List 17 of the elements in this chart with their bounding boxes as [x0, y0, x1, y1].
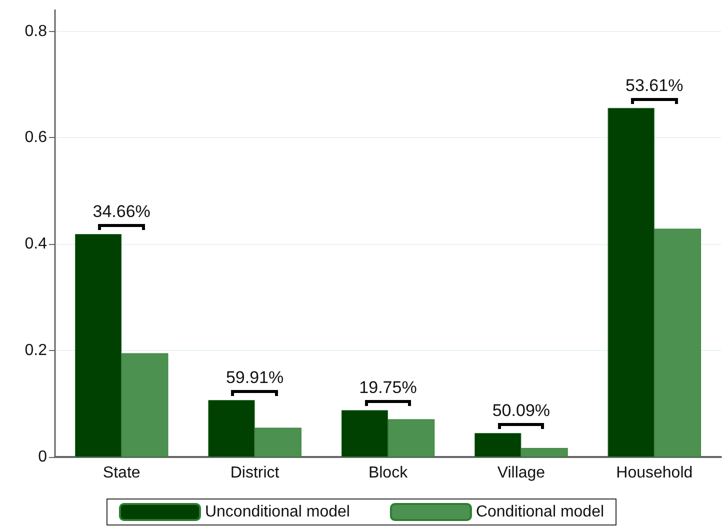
annotation: 59.91%	[226, 368, 284, 388]
y-tick-label: 0.2	[24, 342, 48, 360]
x-tick-label: State	[102, 464, 140, 482]
legend-label: Unconditional model	[204, 504, 350, 520]
y-tick-label: 0	[38, 448, 48, 466]
x-tick-label: District	[230, 464, 280, 482]
y-tick-label: 0.6	[24, 129, 48, 146]
annotation: 53.61%	[626, 76, 684, 96]
y-tick-label: 0.8	[24, 22, 48, 40]
annotation: 50.09%	[492, 401, 550, 422]
annotation: 34.66%	[92, 202, 150, 222]
x-tick-label: Block	[368, 464, 409, 482]
y-tick-label: 0.4	[24, 236, 48, 253]
legend-label: Conditional model	[476, 504, 604, 520]
x-tick-label: Village	[497, 464, 546, 482]
x-tick-label: Household	[616, 464, 693, 482]
annotation: 19.75%	[359, 378, 417, 398]
